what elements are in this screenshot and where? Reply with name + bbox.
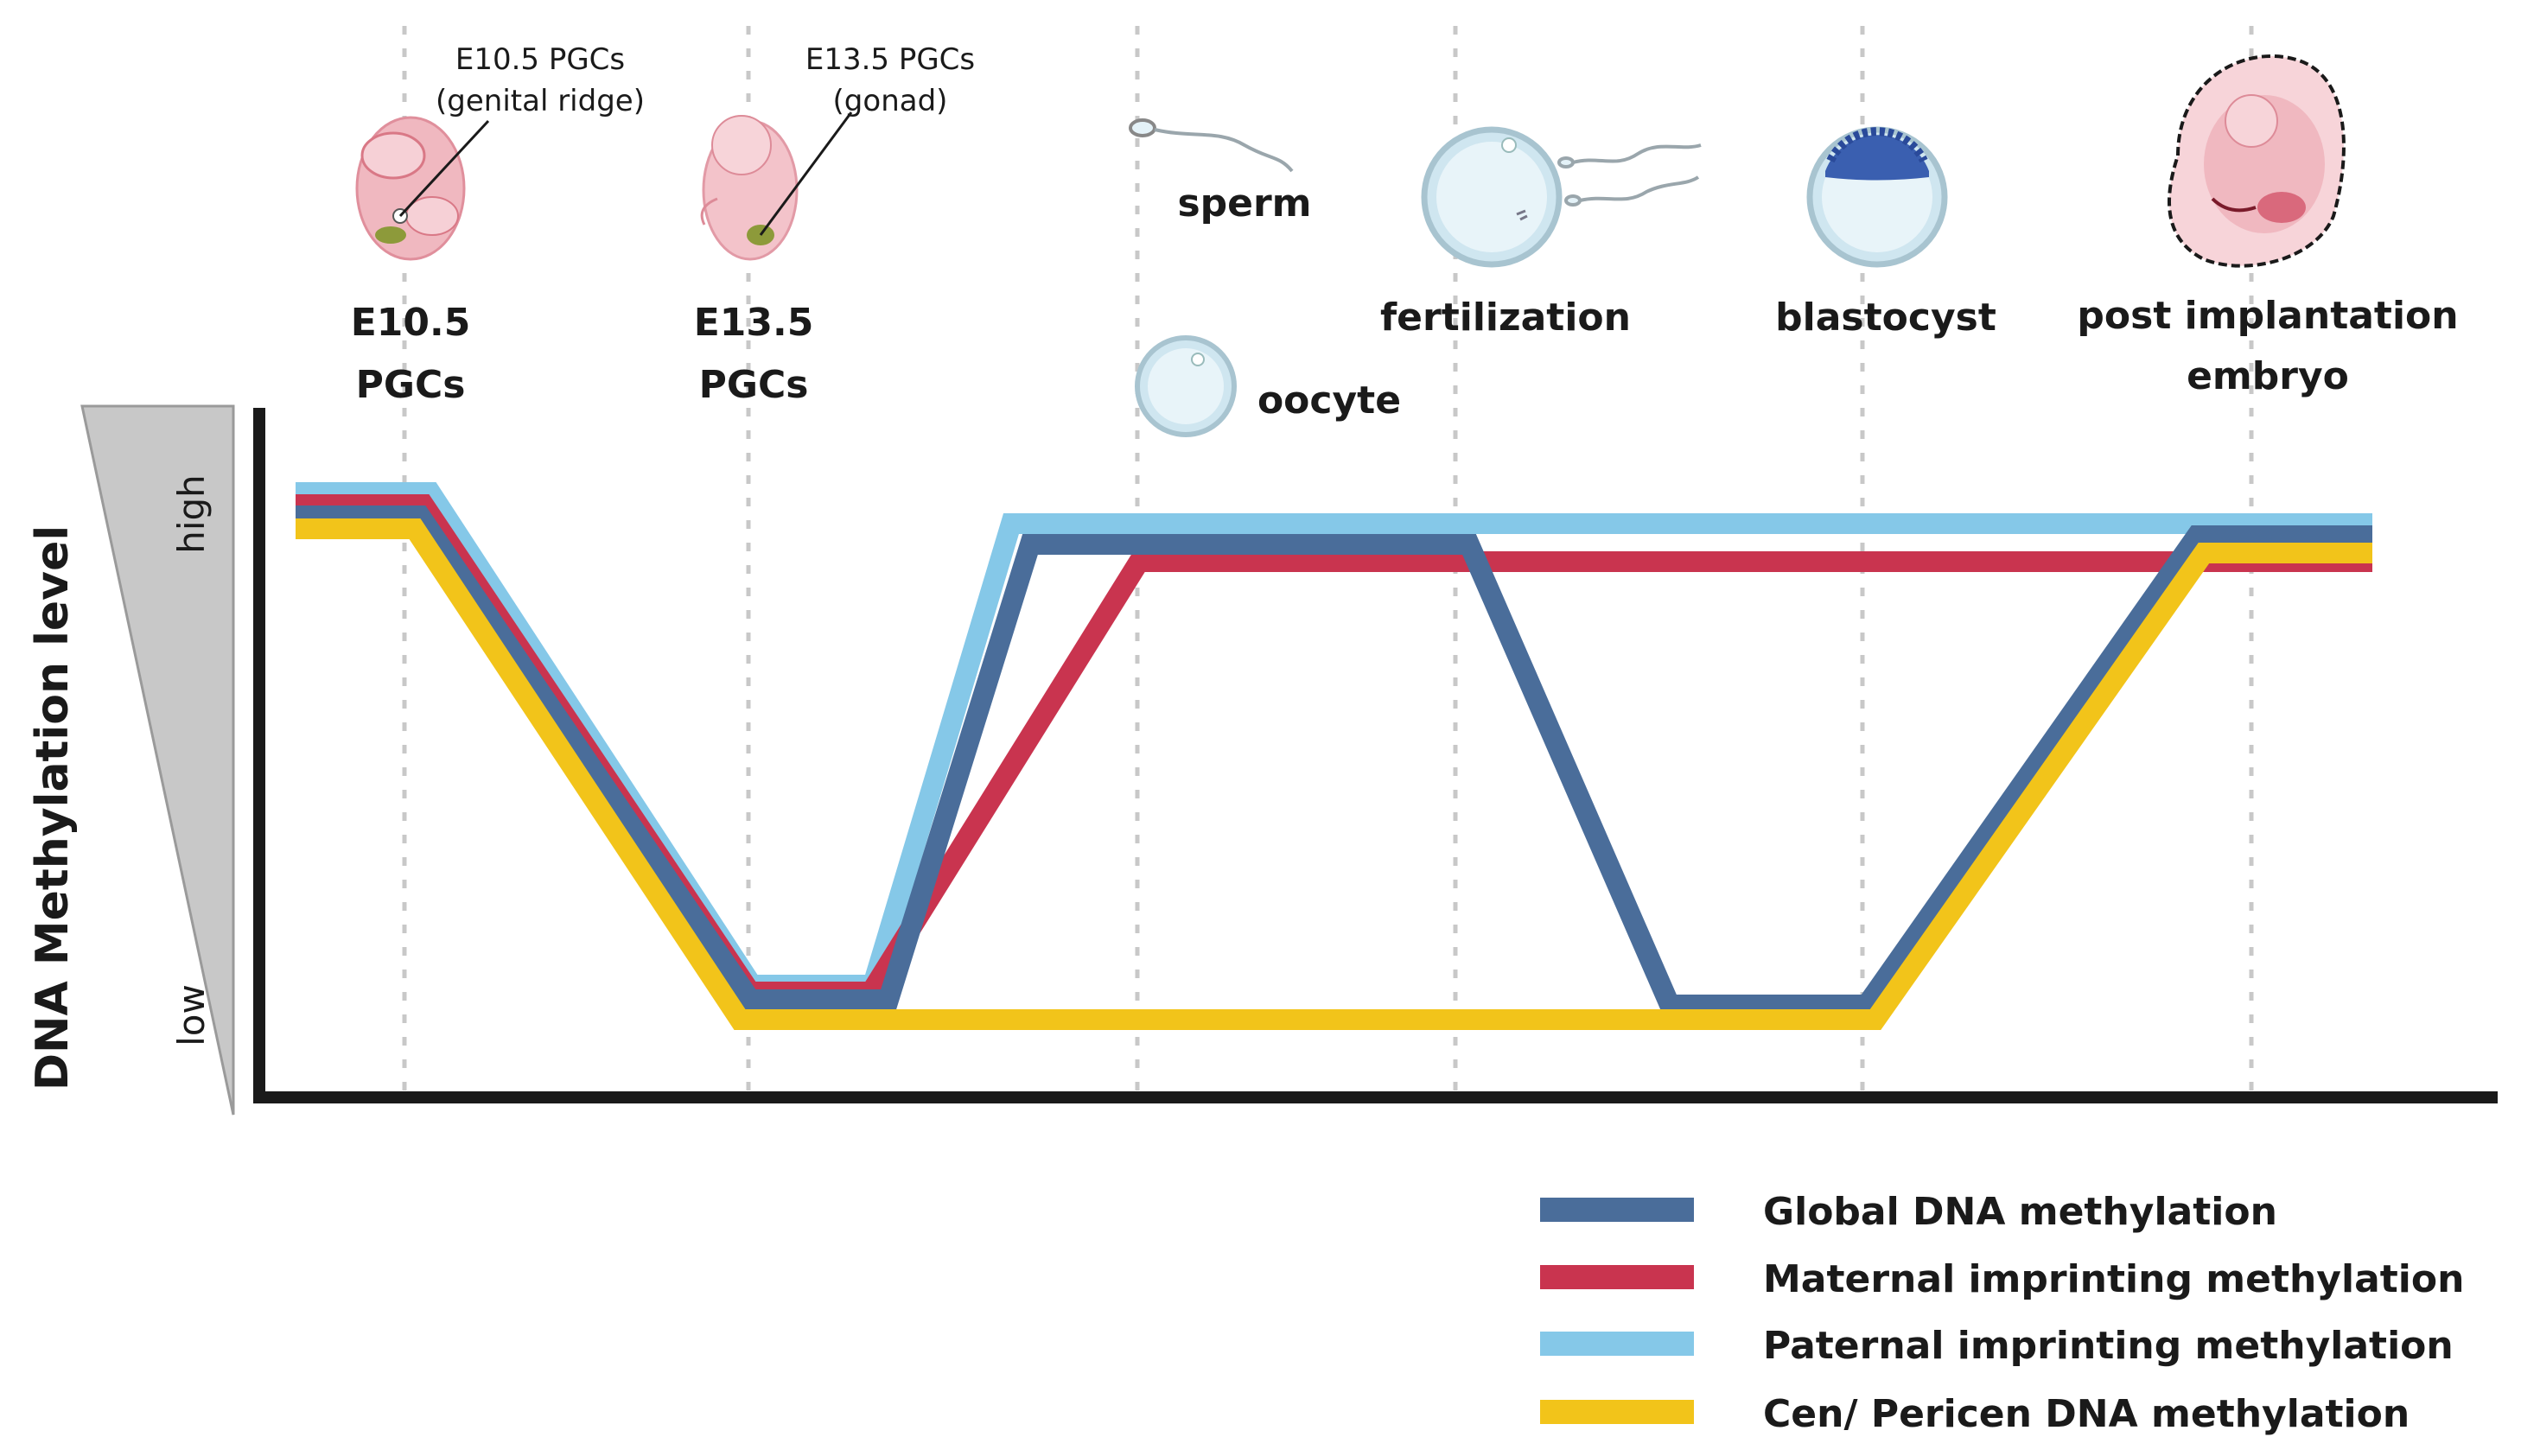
e105-embryo-illustration bbox=[355, 116, 466, 261]
blastocyst-illustration bbox=[1806, 126, 1948, 268]
stage-label-sperm: sperm bbox=[1177, 181, 1311, 226]
callout-e105-line1: E10.5 PGCs bbox=[455, 42, 625, 77]
legend: Global DNA methylation Maternal imprinti… bbox=[1540, 1190, 2464, 1436]
legend-label-global: Global DNA methylation bbox=[1763, 1190, 2277, 1234]
sperm-illustration bbox=[1129, 118, 1294, 173]
callout-e135-line2: (gonad) bbox=[833, 84, 948, 118]
stage-label-fertilization: fertilization bbox=[1380, 296, 1631, 340]
post-implantation-embryo-illustration bbox=[2168, 54, 2346, 268]
e135-embryo-illustration bbox=[700, 115, 799, 261]
stage-label-oocyte: oocyte bbox=[1257, 378, 1401, 423]
line-cen-pericen bbox=[296, 518, 2372, 1030]
stage-label-e135-line2: PGCs bbox=[699, 363, 809, 407]
legend-label-paternal: Paternal imprinting methylation bbox=[1763, 1324, 2454, 1368]
stage-label-e105-line2: PGCs bbox=[356, 363, 466, 407]
e135-callout-pointer bbox=[759, 111, 853, 236]
y-axis-high-label: high bbox=[170, 474, 213, 554]
legend-label-maternal: Maternal imprinting methylation bbox=[1763, 1257, 2464, 1301]
methylation-level-wedge bbox=[80, 404, 235, 1116]
stage-label-e105-line1: E10.5 bbox=[351, 301, 471, 345]
y-axis-low-label: low bbox=[170, 984, 213, 1046]
y-axis-label: DNA Methylation level bbox=[27, 525, 79, 1090]
oocyte-illustration bbox=[1135, 335, 1237, 437]
stage-label-e135-line1: E13.5 bbox=[694, 301, 814, 345]
stage-label-blastocyst: blastocyst bbox=[1775, 296, 1996, 340]
e105-callout-pointer bbox=[398, 119, 490, 218]
line-global-dna-methylation bbox=[296, 505, 2372, 1015]
stage-label-post-line1: post implantation bbox=[2077, 294, 2458, 338]
callout-e135-line1: E13.5 PGCs bbox=[805, 42, 975, 77]
legend-label-cen-pericen: Cen/ Pericen DNA methylation bbox=[1763, 1392, 2410, 1436]
stage-label-post-line2: embryo bbox=[2187, 354, 2349, 398]
fertilization-illustration bbox=[1421, 126, 1702, 268]
callout-e105-line2: (genital ridge) bbox=[436, 84, 645, 118]
